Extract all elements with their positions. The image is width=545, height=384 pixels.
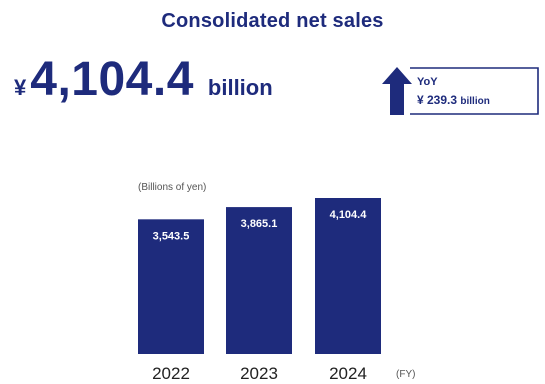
bar-2022: [138, 219, 204, 354]
yoy-value-group: ¥ 239.3 billion: [417, 93, 490, 107]
net-sales-headline: ¥ 4,104.4 billion: [14, 52, 273, 112]
yoy-label: YoY: [417, 76, 438, 88]
bar-2023: [226, 207, 292, 354]
bar-value-label-2022: 3,543.5: [153, 230, 190, 242]
x-axis-unit-label: (FY): [396, 369, 415, 380]
yoy-arrow-icon: [382, 67, 539, 115]
bar-value-label-2023: 3,865.1: [241, 218, 278, 230]
bar-value-label-2024: 4,104.4: [330, 209, 368, 221]
x-tick-label-2024: 2024: [329, 364, 367, 383]
net-sales-unit: billion: [207, 75, 273, 100]
x-tick-label-2022: 2022: [152, 364, 190, 383]
currency-symbol: ¥: [14, 75, 27, 100]
net-sales-value: 4,104.4: [30, 53, 194, 106]
y-axis-unit-label: (Billions of yen): [138, 182, 206, 193]
yoy-badge: YoY ¥ 239.3 billion: [380, 66, 540, 116]
x-tick-label-2023: 2023: [240, 364, 278, 383]
yoy-value: ¥ 239.3: [417, 93, 458, 107]
bar-2024: [315, 198, 381, 354]
yoy-unit: billion: [460, 96, 490, 107]
page-title: Consolidated net sales: [161, 10, 384, 32]
